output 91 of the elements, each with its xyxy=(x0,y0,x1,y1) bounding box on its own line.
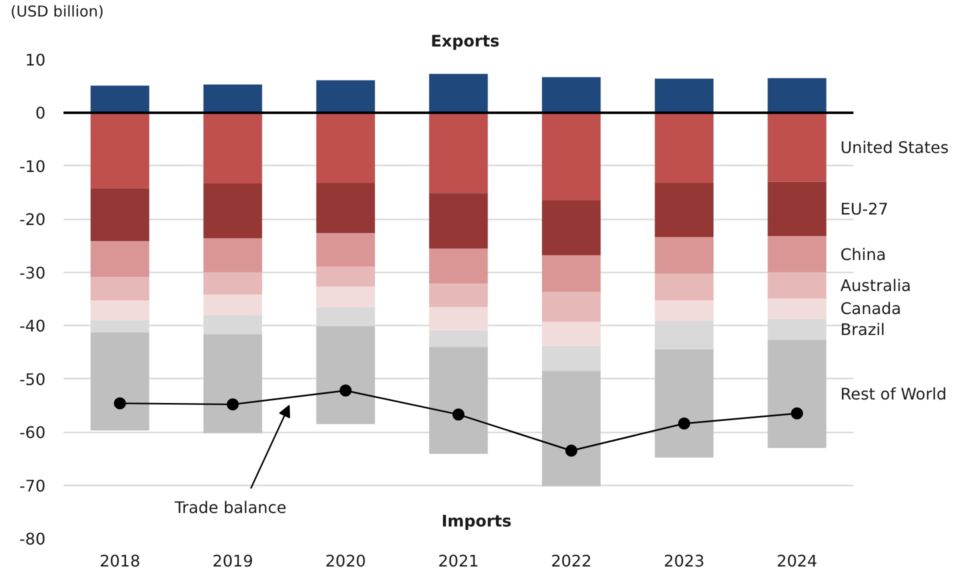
bar xyxy=(654,350,714,458)
bar xyxy=(429,74,488,113)
bar xyxy=(90,277,150,301)
point xyxy=(791,407,803,420)
bar xyxy=(542,370,601,486)
bar xyxy=(768,236,826,272)
bar xyxy=(203,238,262,272)
bar xyxy=(654,112,714,183)
bar xyxy=(90,112,150,188)
bar xyxy=(316,308,375,326)
x-tick-label: 2019 xyxy=(212,552,254,569)
bar xyxy=(316,112,375,183)
x-tick-label: 2024 xyxy=(776,552,818,569)
bar xyxy=(316,80,375,113)
point xyxy=(565,444,578,457)
bar xyxy=(768,182,826,236)
chart-title: Exports xyxy=(430,32,500,50)
y-axis-title: (USD billion) xyxy=(10,2,104,20)
bar xyxy=(768,78,826,113)
y-tick-label: -70 xyxy=(19,476,46,496)
x-tick-label: 2020 xyxy=(325,552,366,569)
bar xyxy=(429,346,488,454)
bar xyxy=(90,332,150,430)
bar xyxy=(542,292,601,322)
bar xyxy=(542,200,601,256)
bar xyxy=(316,182,375,234)
y-tick-label: -10 xyxy=(19,156,46,176)
bar xyxy=(316,233,375,267)
bar xyxy=(542,77,601,113)
bar xyxy=(429,193,488,248)
bar xyxy=(654,182,714,238)
bar xyxy=(654,273,714,301)
bar xyxy=(203,184,262,238)
series-label: Rest of World xyxy=(840,384,947,404)
annotation: Imports xyxy=(441,512,512,530)
y-tick-label: 0 xyxy=(35,104,46,123)
bar xyxy=(316,326,375,424)
point xyxy=(678,418,690,430)
x-tick-label: 2021 xyxy=(438,552,479,569)
point xyxy=(226,398,239,410)
series-label: EU-27 xyxy=(840,200,888,219)
bar xyxy=(429,330,488,347)
bar xyxy=(542,112,601,201)
series-label: United States xyxy=(840,138,949,157)
bar xyxy=(542,346,601,371)
bar xyxy=(768,112,826,182)
bar xyxy=(654,237,714,274)
x-tick-label: 2022 xyxy=(550,552,592,569)
series-label: Brazil xyxy=(840,320,885,339)
bar xyxy=(429,248,488,284)
bar xyxy=(90,188,150,241)
text: Trade balance xyxy=(174,498,286,517)
y-tick-label: -20 xyxy=(19,210,46,230)
y-tick-label: -50 xyxy=(19,370,46,389)
bar xyxy=(768,318,826,340)
y-tick-label: -80 xyxy=(19,530,46,548)
x-tick-label: 2018 xyxy=(100,552,140,569)
bar xyxy=(90,86,150,113)
x-tick-label: 2023 xyxy=(664,552,705,569)
bar xyxy=(429,284,488,307)
bar xyxy=(768,340,826,448)
y-tick-label: -40 xyxy=(19,316,46,336)
bar xyxy=(429,306,488,330)
bar xyxy=(429,112,488,194)
point xyxy=(114,397,126,410)
bar xyxy=(90,300,150,320)
bar xyxy=(203,316,262,334)
bar xyxy=(542,322,601,346)
bar xyxy=(203,334,262,434)
y-tick-label: -60 xyxy=(19,423,46,442)
bar xyxy=(768,298,826,319)
y-tick-label: -30 xyxy=(19,263,46,282)
bar xyxy=(542,255,601,292)
bar xyxy=(654,320,714,350)
point xyxy=(452,408,464,420)
bar xyxy=(203,294,262,316)
y-tick-label: 10 xyxy=(25,50,46,70)
series-label: Canada xyxy=(840,299,902,318)
bar xyxy=(90,320,150,333)
bar xyxy=(654,300,714,321)
bar xyxy=(316,286,375,308)
bar xyxy=(90,240,150,278)
point xyxy=(340,384,352,397)
series-label: Australia xyxy=(840,276,912,295)
bar xyxy=(203,272,262,295)
series-label: China xyxy=(840,244,886,264)
bar xyxy=(654,78,714,113)
bar xyxy=(316,266,375,287)
bar xyxy=(203,84,262,113)
bar xyxy=(768,272,826,298)
bar xyxy=(203,112,262,184)
